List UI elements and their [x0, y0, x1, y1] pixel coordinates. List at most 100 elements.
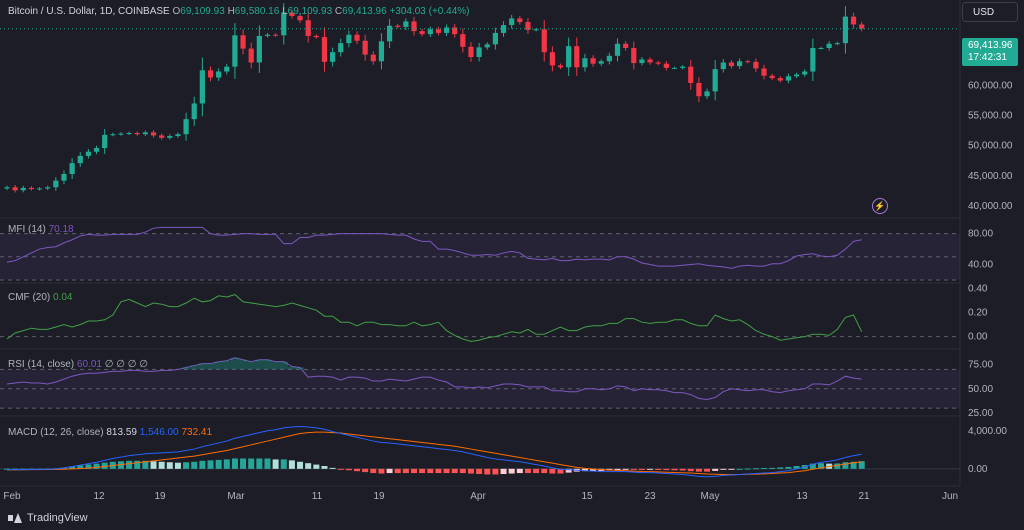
cmf-pane: [0, 294, 960, 342]
macd-histogram-bar: [69, 466, 76, 469]
x-tick-label: 21: [858, 491, 870, 502]
candle-body: [175, 134, 181, 137]
macd-histogram-bar: [508, 468, 515, 474]
macd-histogram-bar: [834, 463, 841, 469]
candle-body: [590, 58, 596, 64]
macd-histogram-bar: [476, 468, 483, 474]
chart-grid: [0, 0, 961, 487]
macd-histogram-bar: [435, 468, 442, 474]
candle-body: [810, 47, 816, 72]
macd-histogram-bar: [638, 468, 645, 470]
macd-histogram-bar: [12, 468, 19, 470]
candle-body: [28, 187, 35, 190]
macd-histogram-bar: [728, 468, 735, 470]
mfi-pane: [0, 226, 960, 281]
last-price-tag: 69,413.96 17:42:31: [962, 38, 1018, 66]
currency-button[interactable]: USD: [962, 2, 1018, 22]
mfi-legend[interactable]: MFI (14) 70.18: [8, 224, 74, 235]
macd-histogram-bar: [614, 468, 621, 471]
macd-histogram-bar: [134, 460, 141, 469]
indicator-tick-label: 80.00: [968, 229, 993, 240]
cmf-legend[interactable]: CMF (20) 0.04: [8, 292, 72, 303]
macd-histogram-bar: [524, 468, 531, 474]
macd-histogram-bar: [354, 468, 361, 472]
candle-body: [53, 180, 59, 188]
rsi-na-values: ∅ ∅ ∅ ∅: [104, 359, 148, 370]
axes: 40,000.00 45,000.00 50,000.00 55,000.00 60,0…: [3, 50, 1013, 502]
macd-histogram-bar: [394, 468, 401, 474]
rsi-overbought-fill: [182, 367, 191, 370]
candle-body: [386, 25, 393, 42]
macd-histogram-bar: [500, 468, 507, 474]
candle-body: [142, 132, 148, 135]
macd-histogram-bar: [858, 461, 865, 469]
macd-legend[interactable]: MACD (12, 26, close) 813.59 1,546.00 732…: [8, 427, 212, 438]
price-tick-label: 45,000.00: [968, 171, 1013, 182]
candle-body: [623, 43, 629, 48]
candle-body: [232, 35, 238, 67]
candle-body: [378, 41, 385, 62]
macd-histogram-bar: [549, 468, 556, 474]
high-label: H: [227, 6, 235, 17]
macd-histogram-bar: [240, 458, 247, 469]
candle-body: [12, 187, 18, 191]
macd-histogram-bar: [655, 468, 662, 470]
candle-body: [566, 46, 572, 68]
candle-body: [712, 69, 718, 92]
macd-histogram-bar: [158, 461, 165, 469]
macd-histogram-bar: [305, 463, 312, 469]
candle-body: [680, 66, 686, 68]
macd-histogram-bar: [663, 468, 670, 471]
macd-histogram-bar: [4, 468, 10, 470]
candle-body: [395, 25, 401, 27]
candle-body: [126, 133, 132, 134]
price-tick-label: 50,000.00: [968, 141, 1013, 152]
candle-body: [728, 62, 735, 67]
candle-body: [452, 27, 458, 35]
macd-title: MACD (12, 26, close): [8, 427, 104, 438]
macd-histogram-bar: [712, 468, 719, 471]
candle-body: [93, 148, 100, 152]
macd-histogram-bar: [850, 461, 857, 469]
macd-signal-line: [6, 431, 862, 476]
x-tick-label: 11: [312, 491, 323, 502]
macd-histogram-bar: [191, 461, 198, 469]
indicator-line: [6, 357, 862, 400]
macd-histogram-bar: [248, 458, 255, 469]
candle-body: [574, 46, 580, 68]
macd-histogram-bar: [533, 468, 540, 474]
x-tick-label: 19: [373, 491, 385, 502]
macd-pane: [0, 425, 960, 478]
candle-body: [159, 135, 165, 138]
candle-body: [150, 132, 157, 136]
rsi-title: RSI (14, close): [8, 359, 75, 370]
macd-histogram-bar: [126, 460, 133, 469]
rsi-overbought-fill: [206, 363, 215, 370]
macd-histogram-bar: [378, 468, 385, 474]
macd-histogram-bar: [590, 468, 597, 471]
rsi-value: 60.01: [76, 359, 102, 370]
flash-icon[interactable]: ⚡: [872, 198, 888, 214]
macd-histogram-bar: [484, 468, 491, 475]
candle-body: [761, 68, 767, 76]
price-tick-label: 55,000.00: [968, 111, 1013, 122]
macd-histogram-bar: [85, 464, 92, 469]
candle-body: [289, 12, 295, 17]
mfi-value: 70.18: [48, 224, 74, 235]
indicator-tick-label: 0.00: [968, 332, 988, 343]
tradingview-logo[interactable]: TradingView: [8, 512, 88, 524]
macd-histogram-bar: [671, 468, 678, 471]
candle-body: [167, 136, 173, 138]
close-label: C: [334, 6, 343, 17]
indicator-line: [6, 294, 863, 342]
macd-histogram-bar: [386, 468, 393, 474]
macd-histogram-bar: [459, 468, 466, 474]
candle-body: [476, 47, 482, 58]
candle-body: [321, 37, 328, 62]
rsi-legend[interactable]: RSI (14, close) 60.01 ∅ ∅ ∅ ∅: [8, 359, 148, 370]
symbol-header: Bitcoin / U.S. Dollar, 1D, COINBASE O69,…: [8, 6, 470, 17]
candle-body: [802, 71, 808, 75]
candle-body: [330, 52, 336, 62]
candle-body: [818, 47, 824, 49]
